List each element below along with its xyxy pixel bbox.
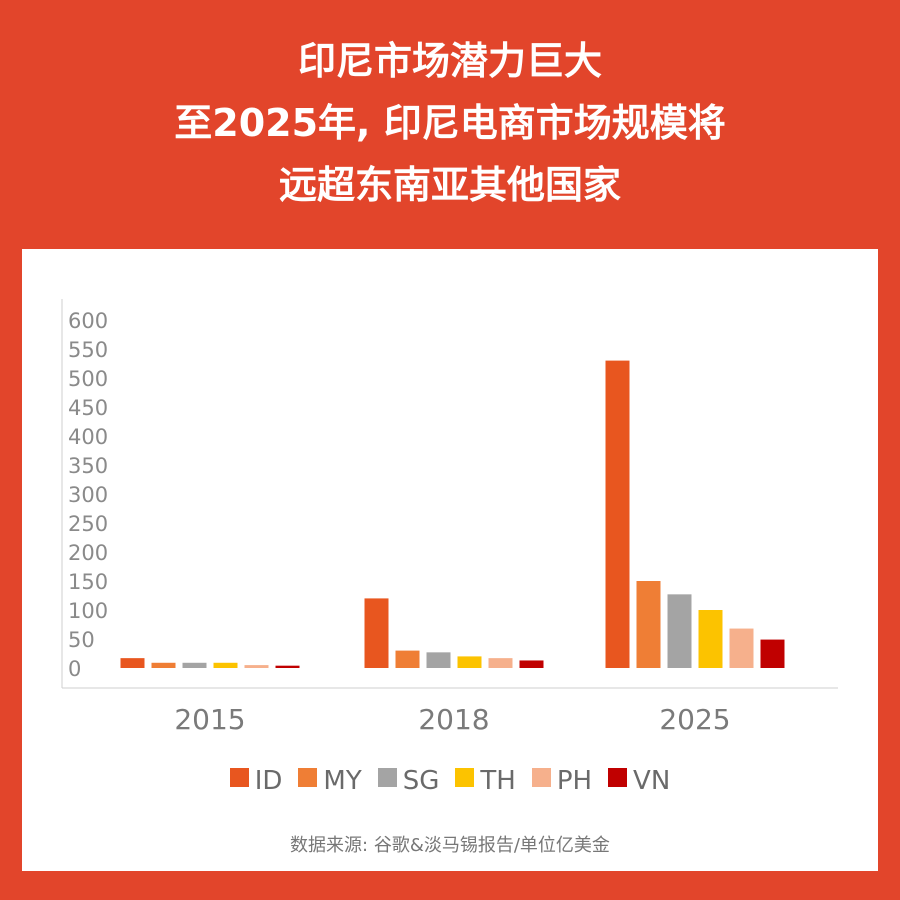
legend-label: SG — [402, 766, 440, 796]
y-tick-label: 600 — [68, 309, 108, 333]
legend-swatch — [608, 767, 628, 787]
bar-sg-2018 — [426, 652, 451, 668]
bar-vn-2018 — [519, 660, 544, 668]
bar-ph-2015 — [244, 665, 269, 668]
y-tick-label: 450 — [68, 396, 108, 420]
y-tick-label: 400 — [68, 425, 108, 449]
legend-item-vn: VN — [608, 766, 670, 796]
bar-my-2018 — [395, 650, 420, 668]
y-tick-label: 100 — [68, 599, 108, 623]
bar-id-2025 — [605, 360, 630, 668]
legend-swatch — [377, 767, 397, 787]
legend-item-th: TH — [455, 766, 516, 796]
x-tick-label: 2015 — [174, 703, 245, 736]
chart-panel: 0 50 100 150 200 250 300 350 400 450 500 550 600 2015… — [22, 249, 878, 871]
title-line-2: 至2025年, 印尼电商市场规模将 — [174, 101, 726, 145]
y-tick-label: 250 — [68, 512, 108, 536]
title-line-1: 印尼市场潜力巨大 — [297, 39, 602, 83]
bar-id-2015 — [120, 658, 145, 668]
y-tick-label: 0 — [68, 657, 81, 681]
y-tick-label: 50 — [68, 628, 95, 652]
y-tick-label: 350 — [68, 454, 108, 478]
bar-ph-2018 — [488, 658, 513, 668]
legend-label: ID — [254, 766, 283, 796]
title-line-3: 远超东南亚其他国家 — [278, 163, 621, 207]
bar-th-2015 — [213, 662, 238, 668]
bar-vn-2025 — [760, 639, 785, 668]
bar-my-2015 — [151, 662, 176, 668]
bar-chart: 0 50 100 150 200 250 300 350 400 450 500 550 600 2015… — [61, 299, 838, 736]
bar-ph-2025 — [729, 628, 754, 668]
bar-sg-2025 — [667, 594, 692, 668]
legend-item-my: MY — [298, 766, 362, 796]
legend-label: MY — [323, 766, 362, 796]
legend-label: TH — [480, 766, 516, 796]
header: 印尼市场潜力巨大 至2025年, 印尼电商市场规模将 远超东南亚其他国家 — [0, 30, 900, 216]
y-tick-label: 200 — [68, 541, 108, 565]
legend-item-sg: SG — [377, 766, 440, 796]
legend-item-ph: PH — [531, 766, 593, 796]
legend-label: VN — [633, 766, 671, 796]
legend-swatch — [531, 767, 551, 787]
x-tick-label: 2018 — [418, 703, 489, 736]
source-note: 数据来源: 谷歌&淡马锡报告/单位亿美金 — [290, 835, 610, 856]
legend-swatch — [455, 767, 475, 787]
y-tick-label: 500 — [68, 367, 108, 391]
x-tick-label: 2025 — [659, 703, 730, 736]
y-tick-label: 550 — [68, 338, 108, 362]
bar-th-2025 — [698, 610, 723, 668]
legend-label: PH — [556, 766, 593, 796]
legend: ID MY SG TH PH VN — [22, 766, 878, 796]
y-tick-label: 150 — [68, 570, 108, 594]
legend-swatch — [229, 767, 249, 787]
bar-sg-2015 — [182, 662, 207, 668]
bar-my-2025 — [636, 581, 661, 668]
bar-th-2018 — [457, 656, 482, 668]
legend-item-id: ID — [229, 766, 283, 796]
legend-swatch — [298, 767, 318, 787]
bar-vn-2015 — [275, 665, 300, 668]
y-tick-label: 300 — [68, 483, 108, 507]
bar-id-2018 — [364, 598, 389, 668]
